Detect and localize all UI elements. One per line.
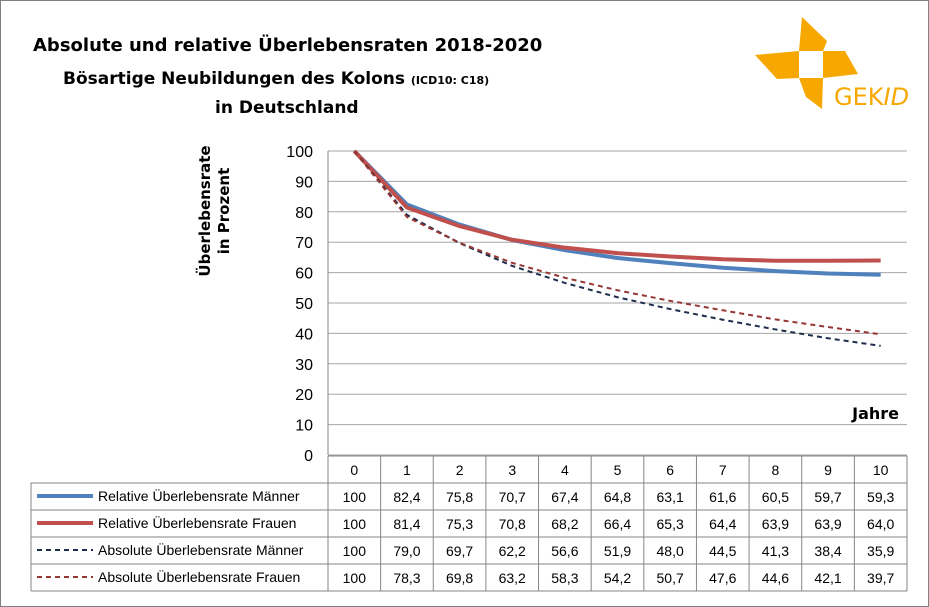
y-tick-label: 0 bbox=[304, 448, 313, 465]
series-line-2 bbox=[353, 150, 881, 347]
data-cell: 51,9 bbox=[604, 543, 631, 559]
x-tick-label: 7 bbox=[719, 462, 727, 478]
y-tick-label: 60 bbox=[295, 266, 313, 283]
y-tick-label: 70 bbox=[295, 235, 313, 252]
y-tick-label: 90 bbox=[295, 174, 313, 191]
legend-label: Relative Überlebensrate Männer bbox=[98, 487, 300, 504]
data-cell: 54,2 bbox=[604, 570, 631, 586]
chart-subtitle: Bösartige Neubildungen des Kolons (ICD10… bbox=[63, 69, 489, 89]
x-tick-label: 1 bbox=[403, 462, 411, 478]
data-cell: 63,1 bbox=[657, 489, 684, 505]
data-cell: 47,6 bbox=[709, 570, 736, 586]
x-tick-label: 10 bbox=[873, 462, 889, 478]
data-cell: 79,0 bbox=[393, 543, 420, 559]
data-cell: 38,4 bbox=[814, 543, 841, 559]
legend-label: Absolute Überlebensrate Frauen bbox=[98, 568, 300, 585]
data-cell: 48,0 bbox=[657, 543, 684, 559]
data-cell: 69,7 bbox=[446, 543, 473, 559]
legend-label: Relative Überlebensrate Frauen bbox=[98, 514, 296, 531]
x-tick-label: 8 bbox=[772, 462, 780, 478]
data-cell: 64,8 bbox=[604, 489, 631, 505]
data-cell: 35,9 bbox=[867, 543, 894, 559]
data-cell: 39,7 bbox=[867, 570, 894, 586]
series-line-0 bbox=[352, 149, 881, 277]
data-cell: 63,9 bbox=[762, 516, 789, 532]
y-tick-label: 100 bbox=[286, 144, 313, 161]
x-tick-label: 0 bbox=[350, 462, 358, 478]
data-cell: 68,2 bbox=[551, 516, 578, 532]
data-cell: 78,3 bbox=[393, 570, 420, 586]
data-cell: 41,3 bbox=[762, 543, 789, 559]
data-cell: 75,3 bbox=[446, 516, 473, 532]
subtitle-text: Bösartige Neubildungen des Kolons bbox=[63, 69, 405, 89]
series-line-3 bbox=[353, 150, 881, 336]
data-cell: 59,3 bbox=[867, 489, 894, 505]
data-cell: 64,0 bbox=[867, 516, 894, 532]
data-cell: 75,8 bbox=[446, 489, 473, 505]
y-tick-label: 30 bbox=[295, 357, 313, 374]
data-cell: 50,7 bbox=[657, 570, 684, 586]
subtitle-code: (ICD10: C18) bbox=[410, 74, 490, 87]
data-cell: 61,6 bbox=[709, 489, 736, 505]
chart-title: Absolute und relative Überlebensraten 20… bbox=[33, 35, 543, 56]
data-cell: 100 bbox=[343, 516, 367, 532]
data-cell: 56,6 bbox=[551, 543, 578, 559]
data-cell: 100 bbox=[343, 543, 367, 559]
y-tick-label: 80 bbox=[295, 205, 313, 222]
data-cell: 82,4 bbox=[393, 489, 420, 505]
x-axis-label: Jahre bbox=[851, 404, 899, 423]
y-tick-label: 40 bbox=[295, 326, 313, 343]
data-cell: 100 bbox=[343, 489, 367, 505]
data-cell: 65,3 bbox=[657, 516, 684, 532]
x-tick-label: 5 bbox=[614, 462, 622, 478]
y-tick-label: 10 bbox=[295, 418, 313, 435]
data-cell: 58,3 bbox=[551, 570, 578, 586]
data-cell: 70,8 bbox=[499, 516, 526, 532]
data-cell: 59,7 bbox=[814, 489, 841, 505]
data-cell: 63,9 bbox=[814, 516, 841, 532]
data-cell: 69,8 bbox=[446, 570, 473, 586]
data-cell: 66,4 bbox=[604, 516, 631, 532]
data-cell: 44,6 bbox=[762, 570, 789, 586]
x-tick-label: 2 bbox=[456, 462, 464, 478]
legend-label: Absolute Überlebensrate Männer bbox=[98, 541, 304, 558]
series-line-1 bbox=[352, 149, 881, 263]
data-cell: 42,1 bbox=[814, 570, 841, 586]
data-cell: 64,4 bbox=[709, 516, 736, 532]
y-tick-label: 50 bbox=[295, 296, 313, 313]
data-cell: 63,2 bbox=[499, 570, 526, 586]
x-tick-label: 9 bbox=[824, 462, 832, 478]
data-cell: 60,5 bbox=[762, 489, 789, 505]
data-cell: 70,7 bbox=[499, 489, 526, 505]
data-cell: 100 bbox=[343, 570, 367, 586]
data-cell: 44,5 bbox=[709, 543, 736, 559]
chart-subtitle-location: in Deutschland bbox=[215, 98, 359, 118]
x-tick-label: 6 bbox=[666, 462, 674, 478]
x-tick-label: 4 bbox=[561, 462, 569, 478]
x-tick-label: 3 bbox=[508, 462, 516, 478]
data-cell: 81,4 bbox=[393, 516, 420, 532]
data-cell: 67,4 bbox=[551, 489, 578, 505]
data-cell: 62,2 bbox=[499, 543, 526, 559]
y-tick-label: 20 bbox=[295, 387, 313, 404]
